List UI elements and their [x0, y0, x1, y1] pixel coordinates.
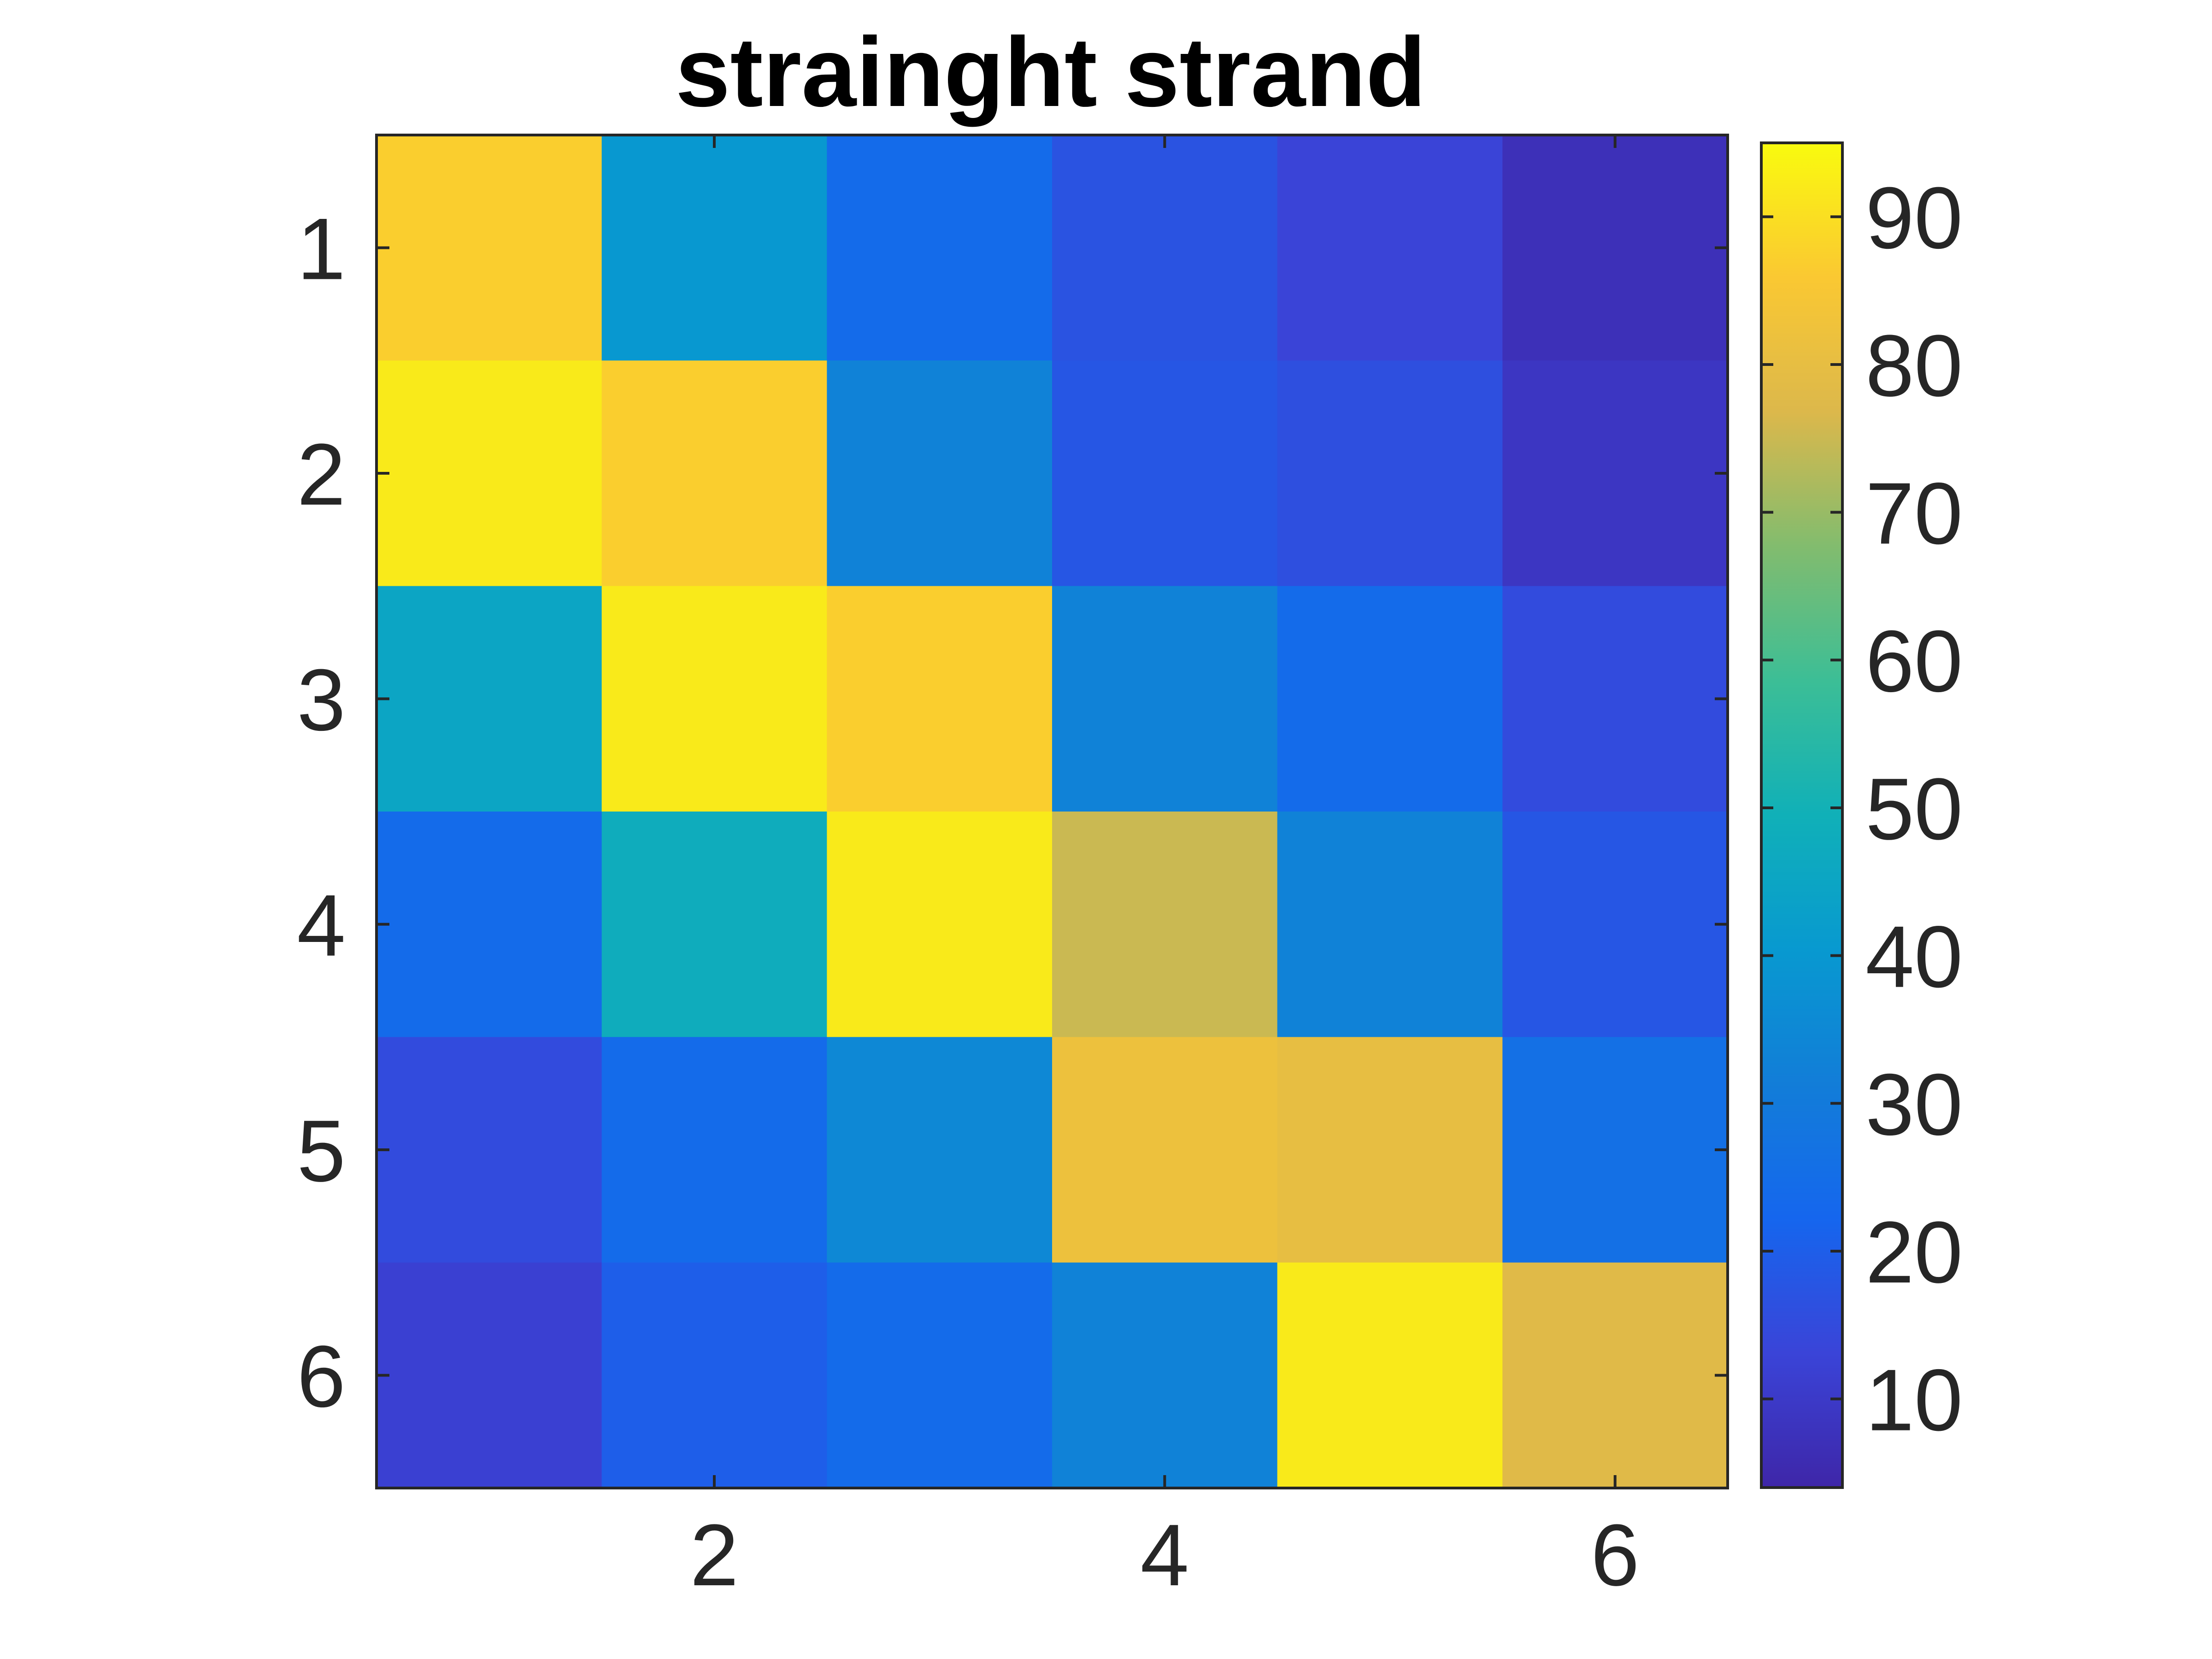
- colorbar-tick-label-30: 30: [1865, 1056, 1963, 1153]
- heatmap-cell-r3-c2: [601, 586, 827, 812]
- heatmap-cell-r1-c1: [377, 135, 602, 361]
- heatmap-cell-r6-c2: [601, 1262, 827, 1488]
- heatmap-cell-r2-c6: [1502, 360, 1728, 587]
- colorbar-tick-label-50: 50: [1865, 760, 1963, 858]
- y-tick-label-4: 4: [297, 877, 346, 975]
- heatmap-cell-r5-c4: [1052, 1037, 1278, 1263]
- heatmap-cell-r2-c1: [377, 360, 602, 587]
- y-tick-label-5: 5: [297, 1102, 346, 1200]
- heatmap-cell-r3-c4: [1052, 586, 1278, 812]
- plot-frame: [375, 134, 1729, 1489]
- y-tick-label-6: 6: [297, 1328, 346, 1425]
- heatmap-cell-r5-c3: [827, 1037, 1053, 1263]
- x-tick-label-6: 6: [1591, 1506, 1640, 1604]
- heatmap-cell-r6-c6: [1502, 1262, 1728, 1488]
- x-axis: 2 4 6: [690, 135, 1640, 1604]
- heatmap-cell-r5-c5: [1277, 1037, 1503, 1263]
- heatmap-cell-r3-c6: [1502, 586, 1728, 812]
- heatmap-cell-r4-c3: [827, 812, 1053, 1037]
- chart-title: strainght strand: [676, 17, 1426, 127]
- y-axis: 1 2 3 4 5 6: [297, 200, 1728, 1425]
- heatmap-cell-r4-c4: [1052, 812, 1278, 1037]
- heatmap-cell-r1-c4: [1052, 135, 1278, 361]
- heatmap-cell-r3-c5: [1277, 586, 1503, 812]
- heatmap-cell-r6-c1: [377, 1262, 602, 1488]
- heatmap-cell-r6-c3: [827, 1262, 1053, 1488]
- y-tick-label-2: 2: [297, 426, 346, 524]
- colorbar-tick-label-40: 40: [1865, 908, 1963, 1006]
- heatmap-cell-r2-c2: [601, 360, 827, 587]
- heatmap-cells: [377, 135, 1728, 1488]
- heatmap-cell-r1-c3: [827, 135, 1053, 361]
- colorbar-tick-label-60: 60: [1865, 612, 1963, 710]
- heatmap-cell-r2-c3: [827, 360, 1053, 587]
- x-tick-label-2: 2: [690, 1506, 739, 1604]
- heatmap-cell-r6-c5: [1277, 1262, 1503, 1488]
- heatmap-cell-r1-c2: [601, 135, 827, 361]
- heatmap-cell-r6-c4: [1052, 1262, 1278, 1488]
- heatmap-cell-r2-c5: [1277, 360, 1503, 587]
- colorbar-tick-label-80: 80: [1865, 317, 1963, 415]
- y-tick-label-1: 1: [297, 200, 346, 298]
- heatmap-cell-r2-c4: [1052, 360, 1278, 587]
- heatmap-cell-r3-c3: [827, 586, 1053, 812]
- heatmap-cell-r1-c6: [1502, 135, 1728, 361]
- colorbar-tick-label-70: 70: [1865, 465, 1963, 563]
- heatmap-cell-r4-c1: [377, 812, 602, 1037]
- heatmap-cell-r4-c2: [601, 812, 827, 1037]
- heatmap-cell-r4-c6: [1502, 812, 1728, 1037]
- colorbar-tick-label-90: 90: [1865, 169, 1963, 267]
- heatmap-cell-r5-c1: [377, 1037, 602, 1263]
- heatmap-cell-r4-c5: [1277, 812, 1503, 1037]
- heatmap-cell-r3-c1: [377, 586, 602, 812]
- colorbar-gradient: [1760, 141, 1844, 1489]
- colorbar-tick-label-20: 20: [1865, 1204, 1963, 1301]
- heatmap-cell-r1-c5: [1277, 135, 1503, 361]
- colorbar: 10 20 30 40 50 60 70 80 90: [1760, 141, 1963, 1489]
- colorbar-tick-label-10: 10: [1865, 1352, 1963, 1449]
- heatmap-cell-r5-c6: [1502, 1037, 1728, 1263]
- heatmap-cell-r5-c2: [601, 1037, 827, 1263]
- y-tick-label-3: 3: [297, 651, 346, 749]
- x-tick-label-4: 4: [1140, 1506, 1189, 1604]
